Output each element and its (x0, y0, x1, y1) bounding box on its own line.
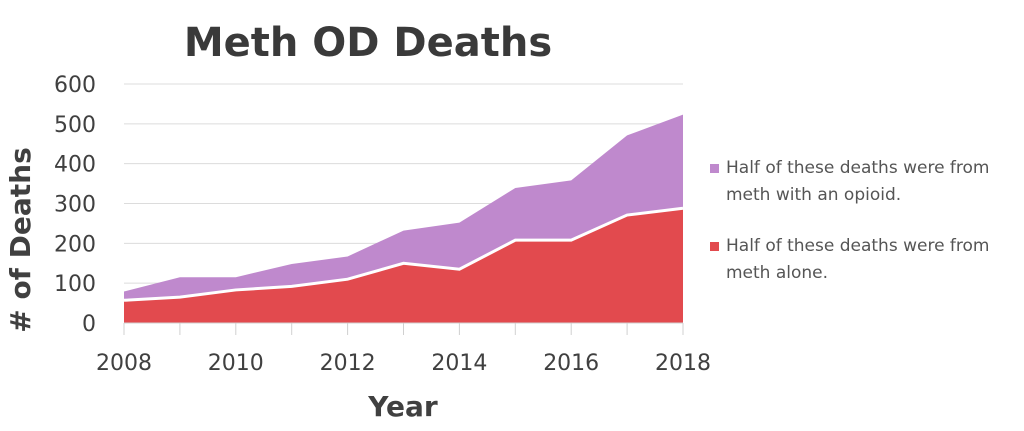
x-tick-label: 2012 (320, 351, 376, 376)
x-tick-label: 2010 (208, 351, 264, 376)
x-tick-label: 2014 (431, 351, 487, 376)
x-axis-title: Year (367, 390, 438, 423)
area-series-1 (124, 208, 683, 323)
legend: Half of these deaths were from meth with … (710, 158, 990, 283)
legend-label: Half of these deaths were from (726, 158, 990, 178)
y-tick-label: 100 (54, 272, 96, 297)
y-tick-label: 500 (54, 113, 96, 138)
y-tick-label: 600 (54, 73, 96, 98)
x-tick-label: 2018 (655, 351, 711, 376)
legend-swatch (710, 242, 719, 251)
x-tick-label: 2008 (96, 351, 152, 376)
y-tick-label: 0 (82, 312, 96, 337)
legend-label: meth alone. (726, 263, 828, 283)
chart-title: Meth OD Deaths (184, 20, 552, 66)
y-tick-label: 200 (54, 232, 96, 257)
legend-swatch (710, 164, 719, 173)
y-tick-label: 400 (54, 153, 96, 178)
legend-label: meth with an opioid. (726, 185, 901, 205)
x-tick-label: 2016 (543, 351, 599, 376)
y-axis-title: # of Deaths (4, 147, 37, 333)
series-separator-line (123, 206, 684, 302)
legend-label: Half of these deaths were from (726, 236, 990, 256)
y-tick-label: 300 (54, 193, 96, 218)
